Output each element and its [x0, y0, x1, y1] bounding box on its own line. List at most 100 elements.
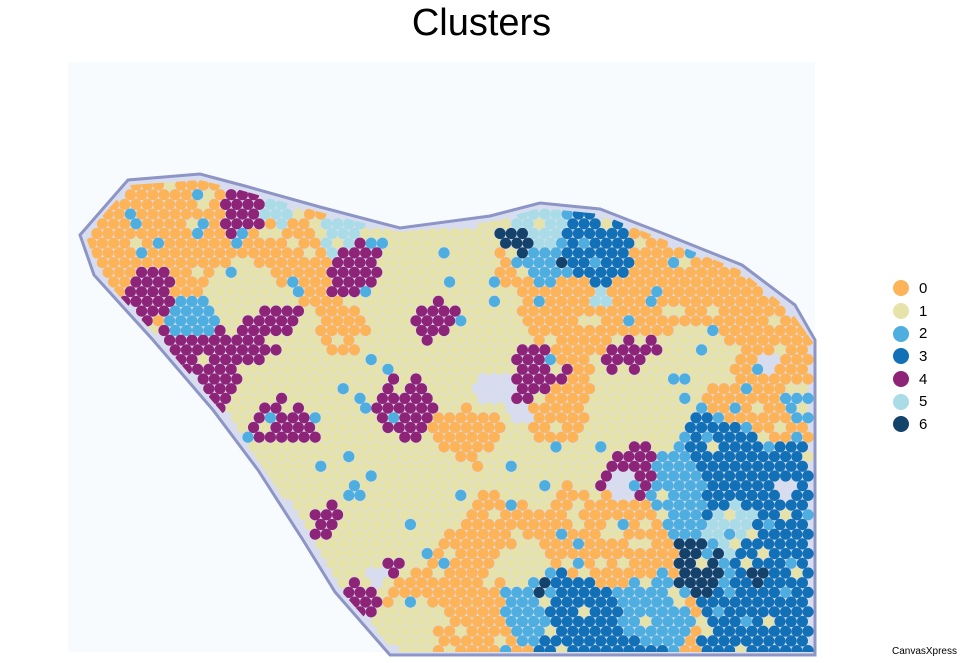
spot-cluster-1[interactable]: [281, 402, 293, 414]
spot-cluster-0[interactable]: [556, 334, 568, 346]
spot-cluster-1[interactable]: [712, 334, 725, 346]
spot-cluster-2[interactable]: [668, 373, 680, 385]
spot-cluster-3[interactable]: [606, 596, 618, 608]
spot-cluster-0[interactable]: [326, 324, 338, 337]
spot-cluster-0[interactable]: [108, 257, 120, 269]
spot-cluster-0[interactable]: [746, 392, 758, 404]
spot-cluster-1[interactable]: [617, 383, 629, 395]
spot-cluster-2[interactable]: [679, 451, 691, 463]
spot-cluster-1[interactable]: [259, 227, 271, 240]
spot-cluster-6[interactable]: [556, 257, 568, 269]
spot-cluster-3[interactable]: [729, 577, 741, 589]
spot-cluster-3[interactable]: [752, 538, 764, 550]
spot-cluster-4[interactable]: [539, 383, 551, 395]
spot-cluster-0[interactable]: [427, 577, 439, 589]
spot-cluster-2[interactable]: [544, 586, 557, 599]
spot-cluster-1[interactable]: [332, 548, 344, 560]
spot-cluster-0[interactable]: [561, 286, 573, 298]
spot-cluster-1[interactable]: [315, 363, 327, 375]
spot-cluster-1[interactable]: [292, 324, 304, 337]
spot-cluster-4[interactable]: [264, 431, 276, 443]
spot-cluster-1[interactable]: [472, 480, 484, 492]
spot-cluster-1[interactable]: [544, 334, 557, 346]
spot-cluster-1[interactable]: [673, 421, 685, 434]
spot-cluster-3[interactable]: [696, 460, 708, 472]
spot-cluster-3[interactable]: [729, 596, 741, 608]
spot-cluster-2[interactable]: [533, 625, 545, 637]
spot-cluster-0[interactable]: [645, 237, 657, 249]
spot-cluster-0[interactable]: [623, 567, 635, 579]
spot-cluster-6[interactable]: [500, 237, 512, 249]
spot-cluster-0[interactable]: [584, 499, 596, 511]
spot-cluster-1[interactable]: [242, 295, 254, 307]
spot-cluster-2[interactable]: [679, 373, 691, 385]
spot-cluster-1[interactable]: [376, 451, 388, 463]
spot-cluster-1[interactable]: [427, 480, 439, 492]
spot-cluster-5[interactable]: [539, 227, 551, 240]
spot-cluster-5[interactable]: [270, 208, 282, 220]
spot-cluster-1[interactable]: [634, 373, 646, 385]
spot-cluster-0[interactable]: [763, 383, 775, 395]
spot-cluster-0[interactable]: [102, 266, 114, 278]
spot-cluster-1[interactable]: [673, 383, 685, 395]
spot-cluster-3[interactable]: [707, 615, 719, 628]
spot-cluster-0[interactable]: [606, 499, 618, 511]
spot-cluster-0[interactable]: [707, 402, 719, 414]
spot-cluster-3[interactable]: [796, 557, 809, 569]
spot-cluster-1[interactable]: [236, 402, 248, 414]
spot-cluster-3[interactable]: [589, 218, 601, 230]
spot-cluster-3[interactable]: [729, 557, 741, 569]
spot-cluster-0[interactable]: [119, 237, 131, 249]
spot-cluster-1[interactable]: [376, 625, 388, 637]
spot-cluster-0[interactable]: [332, 295, 344, 307]
spot-cluster-0[interactable]: [516, 305, 529, 317]
spot-cluster-0[interactable]: [511, 645, 523, 656]
spot-cluster-0[interactable]: [147, 208, 159, 220]
spot-cluster-1[interactable]: [679, 354, 691, 366]
legend-item-5[interactable]: 5: [893, 390, 927, 413]
spot-cluster-1[interactable]: [343, 431, 355, 443]
spot-cluster-0[interactable]: [444, 528, 456, 540]
spot-cluster-1[interactable]: [404, 635, 416, 647]
spot-cluster-1[interactable]: [488, 470, 500, 482]
spot-cluster-4[interactable]: [343, 257, 355, 269]
spot-cluster-4[interactable]: [600, 354, 613, 366]
spot-cluster-0[interactable]: [186, 276, 198, 288]
spot-cluster-2[interactable]: [505, 596, 517, 608]
spot-cluster-1[interactable]: [511, 315, 523, 327]
spot-cluster-1[interactable]: [382, 577, 394, 589]
spot-cluster-1[interactable]: [382, 499, 394, 511]
spot-cluster-1[interactable]: [371, 538, 383, 550]
spot-cluster-2[interactable]: [533, 257, 545, 269]
spot-cluster-2[interactable]: [740, 615, 753, 628]
spot-cluster-1[interactable]: [500, 315, 512, 327]
spot-cluster-1[interactable]: [343, 354, 355, 366]
spot-cluster-3[interactable]: [785, 577, 797, 589]
spot-cluster-0[interactable]: [505, 635, 517, 647]
spot-cluster-0[interactable]: [617, 305, 629, 317]
spot-cluster-1[interactable]: [281, 344, 293, 356]
spot-cluster-2[interactable]: [360, 286, 372, 298]
spot-cluster-0[interactable]: [438, 441, 450, 453]
spot-cluster-2[interactable]: [673, 480, 685, 492]
spot-cluster-3[interactable]: [735, 586, 747, 599]
spot-cluster-0[interactable]: [735, 373, 747, 385]
spot-cluster-1[interactable]: [488, 334, 500, 346]
spot-cluster-1[interactable]: [393, 538, 405, 550]
spot-cluster-2[interactable]: [656, 625, 669, 637]
spot-cluster-3[interactable]: [544, 606, 557, 618]
spot-cluster-0[interactable]: [304, 266, 316, 278]
spot-cluster-0[interactable]: [544, 431, 557, 443]
spot-cluster-1[interactable]: [432, 470, 444, 482]
spot-cluster-0[interactable]: [539, 305, 551, 317]
spot-cluster-2[interactable]: [780, 392, 792, 404]
spot-cluster-2[interactable]: [684, 499, 697, 511]
spot-cluster-1[interactable]: [242, 412, 254, 424]
spot-cluster-0[interactable]: [276, 237, 288, 249]
spot-cluster-0[interactable]: [696, 305, 708, 317]
spot-cluster-4[interactable]: [393, 402, 405, 414]
spot-cluster-2[interactable]: [292, 286, 304, 298]
spot-cluster-1[interactable]: [612, 392, 624, 404]
spot-cluster-2[interactable]: [533, 276, 545, 288]
spot-cluster-1[interactable]: [432, 606, 444, 618]
